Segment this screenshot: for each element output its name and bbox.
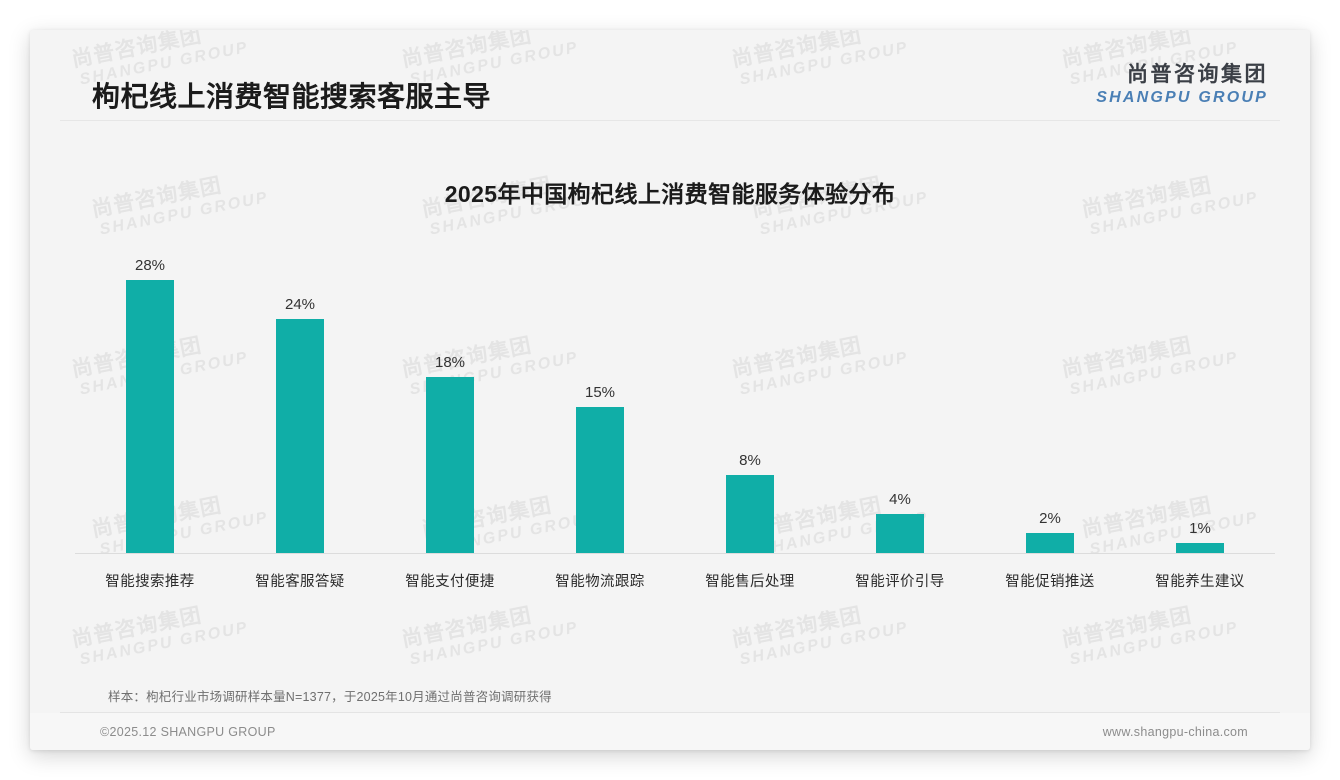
bar-value-label: 8% bbox=[739, 451, 761, 469]
bar[interactable] bbox=[276, 318, 324, 553]
footer-divider bbox=[60, 712, 1280, 713]
website-link[interactable]: www.shangpu-china.com bbox=[1102, 725, 1248, 739]
bar-group: 4% bbox=[825, 230, 975, 553]
slide-card: 尚普咨询集团 SHANGPU GROUP 尚普咨询集团 SHANGPU GROUP … bbox=[30, 30, 1310, 750]
logo-english-text: SHANGPU GROUP bbox=[1096, 89, 1268, 107]
bar-group: 24% bbox=[225, 230, 375, 553]
x-axis-tick-label: 智能搜索推荐 bbox=[105, 574, 195, 590]
bar-value-label: 28% bbox=[134, 256, 166, 274]
bar-group: 1% bbox=[1125, 230, 1275, 553]
x-axis-line bbox=[75, 553, 1275, 554]
x-axis-tick-label: 智能评价引导 bbox=[855, 574, 945, 590]
bar[interactable] bbox=[126, 279, 174, 553]
bar-group: 18% bbox=[375, 230, 525, 553]
logo-chinese-text: 尚普咨询集团 bbox=[1127, 63, 1268, 86]
bar-group: 2% bbox=[975, 230, 1125, 553]
watermark-cn: 尚普咨询集团 bbox=[1059, 603, 1194, 652]
watermark-cn: 尚普咨询集团 bbox=[399, 603, 534, 652]
bar[interactable] bbox=[876, 513, 924, 553]
bar[interactable] bbox=[576, 406, 624, 553]
x-axis-tick-label: 智能客服答疑 bbox=[255, 574, 345, 590]
watermark-cn: 尚普咨询集团 bbox=[69, 603, 204, 652]
bar-value-label: 18% bbox=[434, 354, 466, 372]
watermark-en: SHANGPU GROUP bbox=[738, 618, 911, 669]
x-axis-tick-label: 智能售后处理 bbox=[705, 574, 795, 590]
slide-footer: ©2025.12 SHANGPU GROUP www.shangpu-china… bbox=[30, 713, 1310, 750]
bar-group: 15% bbox=[525, 230, 675, 553]
x-axis-tick-label: 智能物流跟踪 bbox=[555, 574, 645, 590]
x-axis-labels: 智能搜索推荐 智能客服答疑 智能支付便捷 智能物流跟踪 智能售后处理 智能评价引导 智能促销… bbox=[75, 570, 1275, 591]
watermark-cn: 尚普咨询集团 bbox=[729, 603, 864, 652]
page-title: 枸杞线上消费智能搜索客服主导 bbox=[92, 81, 492, 112]
x-axis-tick-label: 智能养生建议 bbox=[1155, 574, 1245, 590]
chart-title: 2025年中国枸杞线上消费智能服务体验分布 bbox=[444, 181, 896, 207]
bar-value-label: 1% bbox=[1189, 520, 1211, 538]
brand-logo: 尚普咨询集团 SHANGPU GROUP bbox=[1096, 62, 1268, 108]
bar-value-label: 2% bbox=[1039, 510, 1061, 528]
bar-group: 8% bbox=[675, 230, 825, 553]
bar[interactable] bbox=[1176, 543, 1224, 553]
bar-group: 28% bbox=[75, 230, 225, 553]
slide-header: 枸杞线上消费智能搜索客服主导 尚普咨询集团 SHANGPU GROUP bbox=[30, 30, 1310, 122]
bar[interactable] bbox=[426, 377, 474, 553]
header-divider bbox=[60, 120, 1280, 121]
bar-value-label: 24% bbox=[284, 295, 316, 313]
watermark-en: SHANGPU GROUP bbox=[1068, 618, 1241, 669]
bar[interactable] bbox=[1026, 533, 1074, 553]
sample-note: 样本：枸杞行业市场调研样本量N=1377，于2025年10月通过尚普咨询调研获得 bbox=[108, 690, 552, 704]
watermark-en: SHANGPU GROUP bbox=[78, 618, 251, 669]
bar-chart: 28% 24% 18% 15% 8% 4% 2% 1% bbox=[75, 230, 1275, 553]
copyright-text: ©2025.12 SHANGPU GROUP bbox=[100, 725, 276, 739]
bar-value-label: 4% bbox=[889, 490, 911, 508]
x-axis-tick-label: 智能支付便捷 bbox=[405, 574, 495, 590]
watermark-en: SHANGPU GROUP bbox=[408, 618, 581, 669]
x-axis-tick-label: 智能促销推送 bbox=[1005, 574, 1095, 590]
bar[interactable] bbox=[726, 474, 774, 553]
bar-value-label: 15% bbox=[584, 383, 616, 401]
